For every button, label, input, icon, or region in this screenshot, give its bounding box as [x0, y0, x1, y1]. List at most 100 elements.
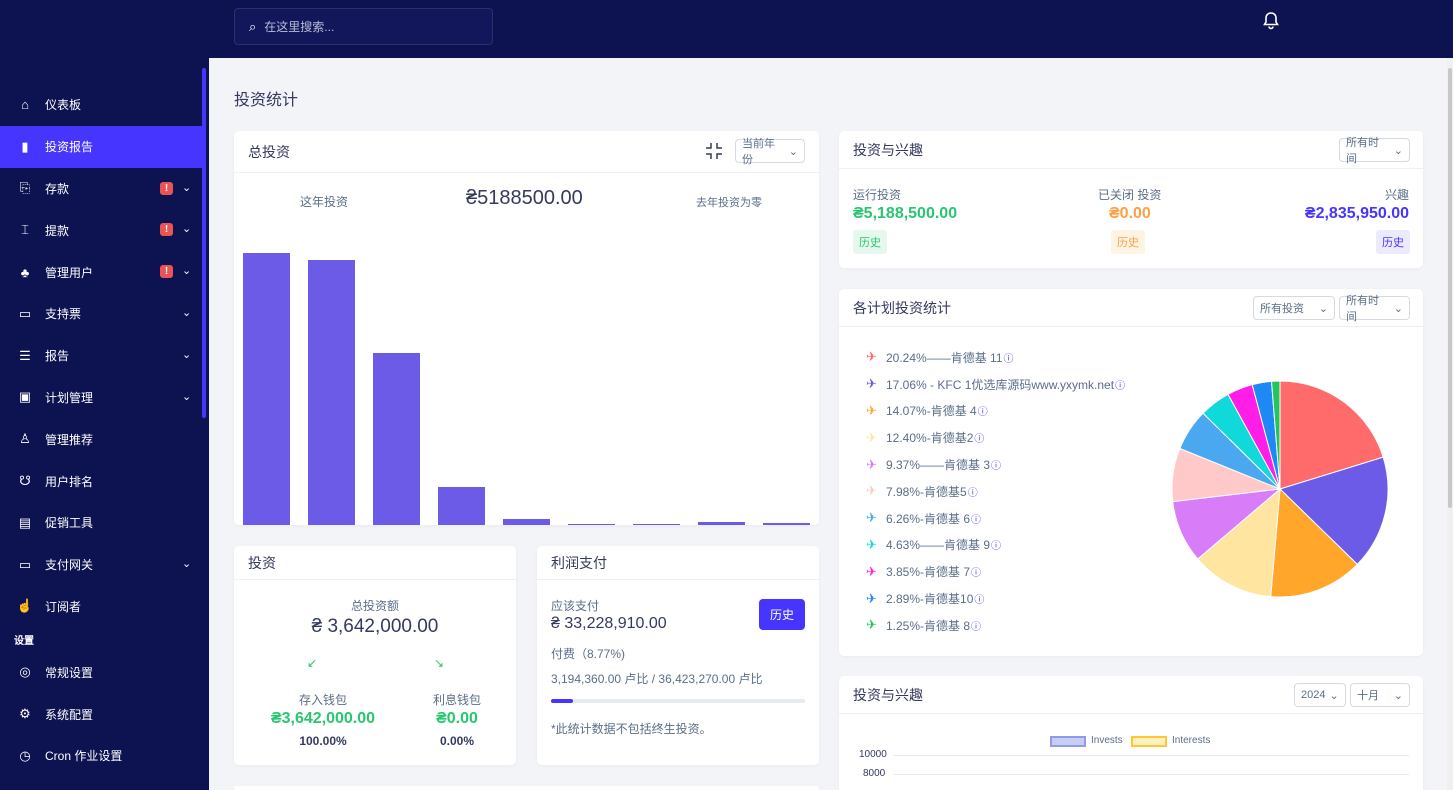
legend-invests-swatch[interactable] — [1050, 736, 1086, 747]
search-icon: ⌕ — [249, 18, 257, 34]
chevron-down-icon[interactable]: ⌄ — [182, 223, 192, 236]
sidebar-item-label: 提款 — [45, 223, 70, 238]
sidebar-item-label: 存款 — [45, 181, 70, 196]
running-history-button[interactable]: 历史 — [853, 230, 887, 254]
chevron-down-icon[interactable]: ⌄ — [182, 390, 192, 403]
sidebar-item[interactable]: ⌂ 仪表板 — [0, 84, 202, 126]
bar[interactable] — [763, 522, 810, 525]
info-icon[interactable]: ⓘ — [971, 621, 982, 633]
month-select[interactable]: 十月 ⌄ — [1350, 683, 1410, 707]
sidebar-item[interactable]: ☰ 报告 ⌄ — [0, 335, 202, 377]
pie-slice[interactable] — [1279, 456, 1389, 566]
total-invest-card: 总投资 当前年份 ⌄ 这年投资 ₴5188500.00 去年投资为零 — [234, 131, 819, 525]
legend-item: ✈ 9.37%——肯德基 3 ⓘ — [866, 451, 1166, 478]
sidebar-item[interactable]: ◷ Cron 作业设置 — [0, 735, 202, 777]
bell-icon[interactable] — [1263, 12, 1279, 35]
arrow-down-right-icon: ↘ — [434, 656, 445, 670]
bar[interactable] — [373, 352, 420, 525]
sidebar-item-label: 系统配置 — [45, 707, 94, 722]
legend-item: ✈ 7.98%-肯德基5 ⓘ — [866, 478, 1166, 505]
search-input[interactable]: 在这里搜索... — [264, 20, 335, 34]
search-box[interactable]: ⌕ 在这里搜索... — [234, 8, 493, 45]
sidebar-item-label: 报告 — [45, 349, 70, 364]
year-select[interactable]: 当前年份 ⌄ — [735, 138, 805, 166]
history-button[interactable]: 历史 — [759, 599, 805, 630]
sidebar-item[interactable]: ◎ 常规设置 — [0, 651, 202, 693]
interest-history-button[interactable]: 历史 — [1376, 230, 1410, 254]
chevron-down-icon[interactable]: ⌄ — [182, 306, 192, 319]
page-scrollbar-thumb[interactable] — [1448, 68, 1452, 508]
info-icon[interactable]: ⓘ — [977, 407, 988, 419]
sidebar-item-label: 投资报告 — [45, 140, 94, 155]
bar[interactable] — [568, 524, 615, 525]
gridline — [894, 755, 1409, 756]
chevron-down-icon[interactable]: ⌄ — [182, 348, 192, 361]
card-title: 投资 — [248, 554, 276, 571]
sidebar-item[interactable]: ⚙ 系统配置 — [0, 693, 202, 735]
info-icon[interactable]: ⓘ — [971, 568, 982, 580]
info-icon[interactable]: ⓘ — [1115, 380, 1126, 392]
pie-slice[interactable] — [1279, 380, 1384, 490]
bar[interactable] — [243, 253, 290, 525]
bar[interactable] — [633, 523, 680, 525]
chevron-down-icon[interactable]: ⌄ — [182, 557, 192, 570]
progress-track — [551, 699, 805, 703]
info-icon[interactable]: ⓘ — [974, 434, 985, 446]
note-text: *此统计数据不包括终生投资。 — [551, 722, 712, 736]
medal-icon: ☋ — [19, 473, 31, 489]
closed-history-button[interactable]: 历史 — [1111, 230, 1145, 254]
sidebar-item[interactable]: ▮ 投资报告 — [0, 125, 202, 168]
investment-select[interactable]: 所有投资 ⌄ — [1253, 296, 1335, 320]
chevron-down-icon[interactable]: ⌄ — [182, 181, 192, 194]
interest-label: 利息钱包 — [432, 693, 481, 707]
sidebar-item[interactable]: ☝ 订阅者 — [0, 586, 202, 628]
bar[interactable] — [438, 486, 485, 525]
legend-label: 17.06% - KFC 1优选库源码www.yxymk.net — [886, 377, 1115, 392]
bar[interactable] — [503, 519, 550, 525]
plane-icon: ✈ — [866, 402, 877, 418]
interest-label: 兴趣 — [1384, 188, 1409, 202]
legend-interests-swatch[interactable] — [1131, 736, 1167, 747]
closed-value: ₴0.00 — [1109, 205, 1151, 222]
info-icon[interactable]: ⓘ — [991, 541, 1002, 553]
pie-slice[interactable] — [1270, 380, 1281, 490]
sidebar-item[interactable]: ♙ 管理推荐 — [0, 418, 202, 460]
bar[interactable] — [308, 259, 355, 525]
sidebar-section-title: 设置 — [14, 635, 34, 647]
year-select[interactable]: 2024 ⌄ — [1294, 683, 1346, 707]
sidebar-scrollbar[interactable] — [202, 68, 206, 418]
page-scrollbar[interactable] — [1447, 58, 1453, 790]
bar[interactable] — [698, 522, 745, 525]
info-icon[interactable]: ⓘ — [1003, 353, 1014, 365]
sidebar-item[interactable]: ♣ 管理用户! ⌄ — [0, 251, 202, 293]
sidebar-item[interactable]: ▤ 促销工具 — [0, 502, 202, 544]
legend-label: 12.40%-肯德基2 — [886, 431, 974, 446]
chevron-down-icon[interactable]: ⌄ — [182, 265, 192, 278]
legend-label: 20.24%——肯德基 11 — [886, 350, 1003, 365]
time-select[interactable]: 所有时间 ⌄ — [1339, 295, 1410, 323]
ad-icon: ▤ — [18, 514, 32, 530]
card-icon: ▭ — [18, 556, 32, 572]
pie-slice[interactable] — [1197, 487, 1281, 598]
sidebar-item[interactable]: ▭ 支持票 ⌄ — [0, 293, 202, 335]
sidebar-item[interactable]: ⌶ 提款! ⌄ — [0, 209, 202, 251]
info-icon[interactable]: ⓘ — [974, 595, 985, 607]
sidebar-item[interactable]: ☋ 用户排名 — [0, 460, 202, 502]
sidebar-item[interactable]: ▣ 计划管理 ⌄ — [0, 377, 202, 419]
total-value: ₴ 3,642,000.00 — [311, 616, 439, 637]
info-icon[interactable]: ⓘ — [967, 487, 978, 499]
pie-slice[interactable] — [1270, 487, 1359, 598]
this-year-label: 这年投资 — [300, 195, 349, 209]
collapse-icon[interactable] — [704, 141, 724, 166]
info-icon[interactable]: ⓘ — [971, 514, 982, 526]
sidebar-item-label: 管理用户 — [45, 265, 94, 280]
plan-stats-card: 各计划投资统计 所有投资 ⌄ 所有时间 ⌄ ✈ 20.24%——肯德基 11 ⓘ ✈ 17.… — [839, 289, 1423, 656]
info-icon[interactable]: ⓘ — [991, 461, 1002, 473]
invest-card: 投资 总投资额 ₴ 3,642,000.00 ↙ ↘ 存入钱包 ₴3,642,0… — [234, 546, 516, 765]
plane-icon: ✈ — [866, 483, 877, 499]
sidebar-item[interactable]: ⎘ 存款! ⌄ — [0, 168, 202, 210]
legend-item: ✈ 6.26%-肯德基 6 ⓘ — [866, 505, 1166, 532]
time-select[interactable]: 所有时间 ⌄ — [1339, 137, 1410, 165]
legend-invests: Invests — [1091, 735, 1123, 746]
sidebar-item[interactable]: ▭ 支付网关 ⌄ — [0, 544, 202, 586]
